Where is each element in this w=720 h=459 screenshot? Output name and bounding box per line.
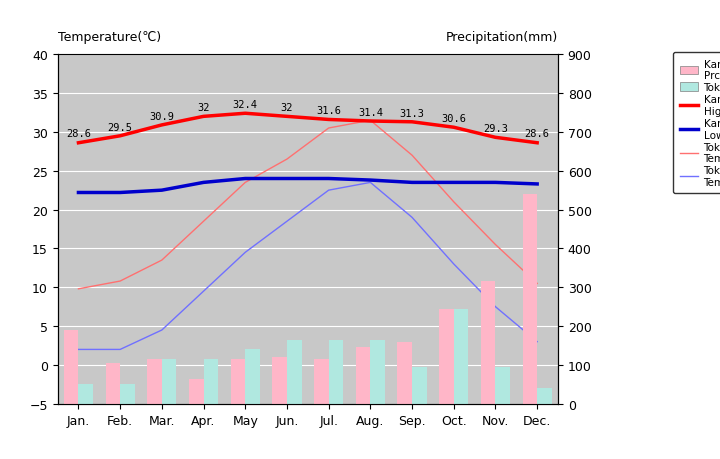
Text: 32.4: 32.4	[233, 100, 258, 110]
Text: 30.6: 30.6	[441, 114, 467, 123]
Text: 28.6: 28.6	[525, 129, 549, 139]
Bar	[523, 195, 537, 404]
Text: Temperature(℃): Temperature(℃)	[58, 31, 161, 44]
Bar	[328, 340, 343, 404]
Text: 31.4: 31.4	[358, 107, 383, 118]
Text: 32: 32	[197, 103, 210, 113]
Bar	[287, 340, 302, 404]
Text: Precipitation(mm): Precipitation(mm)	[446, 31, 558, 44]
Bar	[148, 359, 162, 404]
Bar	[120, 385, 135, 404]
Text: 29.3: 29.3	[483, 124, 508, 134]
Bar	[230, 359, 246, 404]
Text: 31.3: 31.3	[400, 108, 425, 118]
Text: 28.6: 28.6	[66, 129, 91, 139]
Bar	[314, 359, 328, 404]
Text: 32: 32	[281, 103, 293, 113]
Bar	[106, 363, 120, 404]
Bar	[412, 367, 427, 404]
Bar	[495, 367, 510, 404]
Bar	[370, 340, 385, 404]
Text: 29.5: 29.5	[108, 122, 132, 132]
Bar	[246, 350, 260, 404]
Bar	[356, 348, 370, 404]
Bar	[454, 309, 468, 404]
Bar	[64, 330, 78, 404]
Text: 30.9: 30.9	[149, 112, 174, 121]
Bar	[204, 359, 218, 404]
Bar	[189, 379, 204, 404]
Legend: Kampung Raja
Prcp., Tokyo Prcp., Kampung Raja
High Temp., Kampung Raja
Low Temp.: Kampung Raja Prcp., Tokyo Prcp., Kampung…	[673, 53, 720, 194]
Text: 31.6: 31.6	[316, 106, 341, 116]
Bar	[272, 358, 287, 404]
Bar	[397, 342, 412, 404]
Bar	[481, 282, 495, 404]
Bar	[439, 309, 454, 404]
Bar	[78, 385, 93, 404]
Bar	[537, 388, 552, 404]
Bar	[162, 359, 176, 404]
